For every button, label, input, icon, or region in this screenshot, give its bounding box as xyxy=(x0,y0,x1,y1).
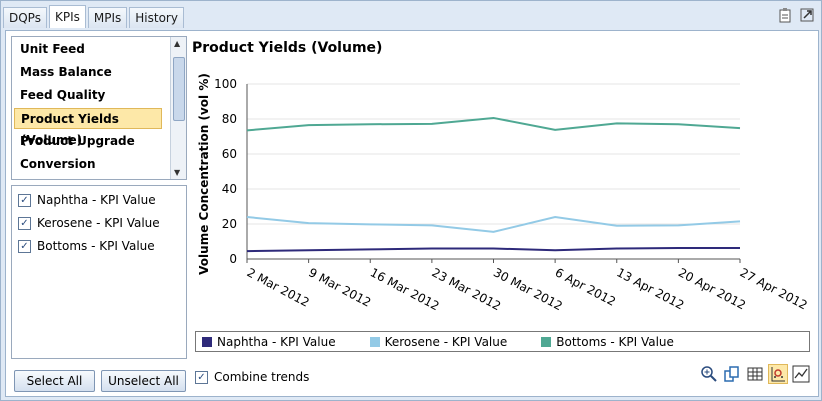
tab-kpis[interactable]: KPIs xyxy=(48,5,86,28)
legend-swatch xyxy=(541,336,552,347)
clipboard-icon[interactable] xyxy=(777,7,793,23)
popout-icon[interactable] xyxy=(799,7,815,23)
combine-trends-label: Combine trends xyxy=(214,370,310,384)
table-icon[interactable] xyxy=(746,365,764,383)
y-tick-label-40: 40 xyxy=(222,182,237,196)
x-tick-label: 16 Mar 2012 xyxy=(368,265,442,313)
tab-dqps[interactable]: DQPs xyxy=(3,7,47,28)
legend-swatch xyxy=(202,336,212,347)
series-row-naphtha[interactable]: ✓ Naphtha - KPI Value xyxy=(18,190,156,210)
legend-item-1: Kerosene - KPI Value xyxy=(369,334,508,349)
y-tick-label-100: 100 xyxy=(214,77,237,91)
kpi-listbox[interactable]: Unit Feed Mass Balance Feed Quality Prod… xyxy=(11,36,187,180)
series-checklist: ✓ Naphtha - KPI Value ✓ Kerosene - KPI V… xyxy=(11,185,187,359)
kpi-item-mass-balance[interactable]: Mass Balance xyxy=(20,65,112,79)
tab-mpis[interactable]: MPIs xyxy=(87,7,128,28)
combine-trends[interactable]: ✓ Combine trends xyxy=(195,370,309,384)
checkbox-naphtha[interactable]: ✓ xyxy=(18,193,31,207)
kpi-item-conversion[interactable]: Conversion xyxy=(20,157,96,171)
y-axis-label: Volume Concentration (vol %) xyxy=(197,73,211,275)
tab-history[interactable]: History xyxy=(129,7,184,28)
kpi-item-unit-feed[interactable]: Unit Feed xyxy=(20,42,85,56)
kpi-item-product-upgrade[interactable]: Product Upgrade xyxy=(20,134,135,148)
series-label-naphtha: Naphtha - KPI Value xyxy=(37,193,156,207)
series-line-2[interactable] xyxy=(246,116,741,132)
trend-icon[interactable] xyxy=(792,365,810,383)
series-line-1[interactable] xyxy=(246,215,741,233)
y-tick-label-80: 80 xyxy=(222,112,237,126)
x-tick-label: 30 Mar 2012 xyxy=(491,265,565,313)
series-row-bottoms[interactable]: ✓ Bottoms - KPI Value xyxy=(18,236,155,256)
x-tick-label: 2 Mar 2012 xyxy=(245,265,312,309)
x-tick-label: 13 Apr 2012 xyxy=(614,265,686,312)
legend-label: Naphtha - KPI Value xyxy=(217,334,336,349)
chart-toolbar xyxy=(700,364,810,384)
kpi-item-feed-quality[interactable]: Feed Quality xyxy=(20,88,106,102)
series-row-kerosene[interactable]: ✓ Kerosene - KPI Value xyxy=(18,213,160,233)
kpi-item-product-yields[interactable]: Product Yields (Volume) xyxy=(14,108,162,147)
checkbox-kerosene[interactable]: ✓ xyxy=(18,216,31,230)
scatter-icon[interactable] xyxy=(768,364,788,384)
checkbox-bottoms[interactable]: ✓ xyxy=(18,239,31,253)
combine-trends-checkbox[interactable]: ✓ xyxy=(195,370,208,384)
y-tick-label-60: 60 xyxy=(222,147,237,161)
window-tools xyxy=(777,7,815,23)
tab-content: Unit Feed Mass Balance Feed Quality Prod… xyxy=(5,30,819,397)
series-label-bottoms: Bottoms - KPI Value xyxy=(37,239,155,253)
scroll-thumb[interactable] xyxy=(173,57,185,121)
legend-item-2: Bottoms - KPI Value xyxy=(541,335,674,349)
legend-label: Bottoms - KPI Value xyxy=(556,334,674,349)
y-tick-label-20: 20 xyxy=(222,217,237,231)
series-label-kerosene: Kerosene - KPI Value xyxy=(37,216,160,230)
zoom-icon[interactable] xyxy=(700,365,718,383)
copy-icon[interactable] xyxy=(723,365,741,383)
chart-legend: Naphtha - KPI Value Kerosene - KPI Value B… xyxy=(195,331,810,352)
y-tick-label-0: 0 xyxy=(229,252,237,266)
scroll-up-icon[interactable]: ▲ xyxy=(174,39,181,48)
series-line-0[interactable] xyxy=(246,246,740,253)
x-tick-label: 27 Apr 2012 xyxy=(738,265,810,312)
x-tick-label: 9 Mar 2012 xyxy=(306,265,373,309)
left-pane: Unit Feed Mass Balance Feed Quality Prod… xyxy=(11,36,187,393)
legend-item-0: Naphtha - KPI Value xyxy=(202,335,336,349)
select-all-button[interactable]: Select All xyxy=(14,370,95,392)
chart-title: Product Yields (Volume) xyxy=(192,40,383,56)
scroll-down-icon[interactable]: ▼ xyxy=(174,168,181,177)
legend-swatch xyxy=(369,336,380,347)
unselect-all-button[interactable]: Unselect All xyxy=(101,370,186,392)
legend-label: Kerosene - KPI Value xyxy=(384,334,508,349)
x-tick-label: 23 Mar 2012 xyxy=(429,265,503,313)
chart-pane: Product Yields (Volume) 0 20 40 60 80 100 2 M… xyxy=(190,36,814,393)
x-tick-label: 20 Apr 2012 xyxy=(676,265,748,312)
kpi-list-scrollbar[interactable]: ▲ ▼ xyxy=(170,37,186,179)
tab-strip: DQPs KPIs MPIs History xyxy=(3,5,186,29)
